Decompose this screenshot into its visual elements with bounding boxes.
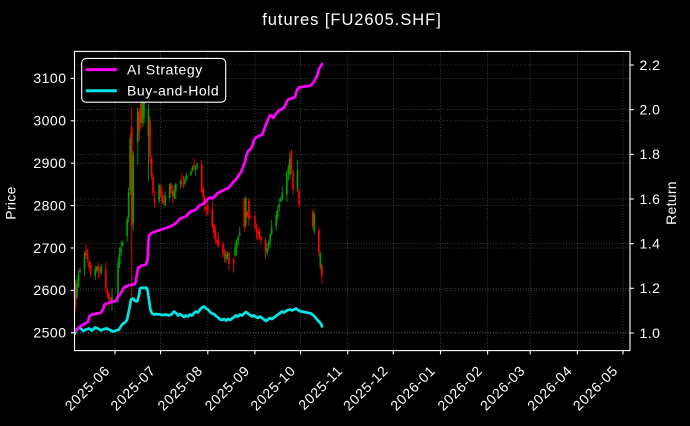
svg-text:2700: 2700 [33,240,66,256]
svg-text:2600: 2600 [33,282,66,298]
svg-text:2500: 2500 [33,325,66,341]
svg-text:Return: Return [663,181,679,225]
svg-text:2.0: 2.0 [640,102,661,118]
svg-text:2900: 2900 [33,155,66,171]
svg-text:3000: 3000 [33,113,66,129]
svg-text:1.4: 1.4 [640,236,661,252]
svg-text:1.0: 1.0 [640,325,661,341]
svg-text:Price: Price [3,186,19,219]
svg-text:2.2: 2.2 [640,57,661,73]
svg-text:AI Strategy: AI Strategy [127,61,203,77]
svg-text:1.2: 1.2 [640,280,661,296]
svg-text:2800: 2800 [33,197,66,213]
svg-text:3100: 3100 [33,70,66,86]
svg-text:Buy-and-Hold: Buy-and-Hold [127,83,219,99]
svg-text:1.8: 1.8 [640,146,661,162]
svg-text:futures [FU2605.SHF]: futures [FU2605.SHF] [262,11,441,29]
svg-text:1.6: 1.6 [640,191,661,207]
